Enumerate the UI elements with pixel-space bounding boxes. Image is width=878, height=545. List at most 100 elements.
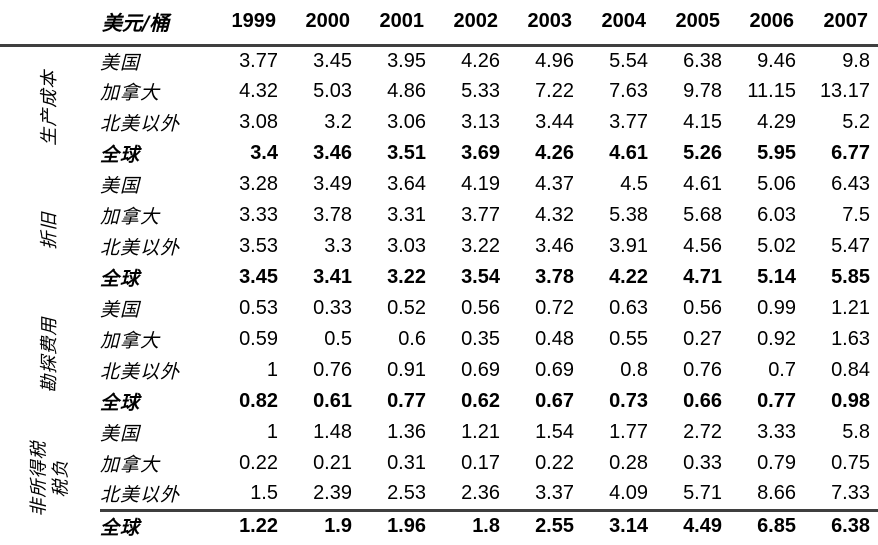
value-cell: 0.66: [683, 390, 722, 412]
value-cell: 5.54: [609, 49, 648, 72]
value-cell: 3.45: [313, 49, 352, 72]
value-cell: 3.95: [387, 49, 426, 72]
table-row: 全球 0.82 0.61 0.77 0.62 0.67 0.73 0.66 0.77 0.98: [0, 386, 878, 417]
table-row: 北美以外 3.53 3.3 3.03 3.22 3.46 3.91 4.56 5.02 5.47: [0, 231, 878, 262]
group-label-cell: 生产成本: [0, 45, 100, 169]
value-cell: 3.31: [387, 204, 426, 226]
value-cell: 0.63: [609, 297, 648, 319]
value-cell: 5.68: [683, 204, 722, 226]
table-row: 全球 3.4 3.46 3.51 3.69 4.26 4.61 5.26 5.95 6.77: [0, 138, 878, 169]
region-label: 美国: [100, 51, 141, 74]
value-cell: 5.03: [313, 80, 352, 102]
value-cell: 3.06: [387, 111, 426, 133]
value-cell: 5.06: [757, 173, 796, 195]
value-cell: 3.51: [387, 142, 426, 164]
value-cell: 4.29: [757, 111, 796, 133]
value-cell: 5.02: [757, 235, 796, 257]
value-cell: 5.71: [683, 482, 722, 505]
value-cell: 0.27: [683, 328, 722, 350]
value-cell: 2.53: [387, 482, 426, 505]
value-cell: 3.3: [324, 235, 352, 257]
value-cell: 3.69: [461, 142, 500, 164]
value-cell: 7.33: [831, 482, 870, 505]
value-cell: 3.46: [535, 235, 574, 257]
value-cell: 3.33: [757, 421, 796, 443]
region-label: 全球: [100, 268, 141, 290]
value-cell: 0.67: [535, 390, 574, 412]
table-row: 北美以外 1.5 2.39 2.53 2.36 3.37 4.09 5.71 8.66 7.33: [0, 479, 878, 510]
value-cell: 4.61: [683, 173, 722, 195]
value-cell: 6.85: [730, 508, 804, 541]
region-label: 美国: [100, 299, 141, 321]
value-cell: 1.8: [434, 508, 508, 541]
value-cell: 0.77: [757, 390, 796, 412]
value-cell: 6.43: [831, 173, 870, 195]
value-cell: 3.78: [535, 266, 574, 288]
value-cell: 3.77: [239, 49, 278, 72]
value-cell: 4.09: [609, 482, 648, 505]
group-label-cell: 非所得税 税负: [0, 417, 100, 541]
region-label: 北美以外: [100, 113, 181, 135]
group-label-cell: 勘探费用: [0, 293, 100, 417]
value-cell: 4.26: [461, 49, 500, 72]
value-cell: 0.28: [609, 452, 648, 474]
value-cell: 3.13: [461, 111, 500, 133]
table-row: 全球 3.45 3.41 3.22 3.54 3.78 4.22 4.71 5.14 5.85: [0, 262, 878, 293]
value-cell: 3.91: [609, 235, 648, 257]
value-cell: 3.03: [387, 235, 426, 257]
value-cell: 0.5: [324, 328, 352, 350]
value-cell: 6.77: [831, 142, 870, 164]
value-cell: 3.2: [324, 111, 352, 133]
table-row: 折旧 美国 3.28 3.49 3.64 4.19 4.37 4.5 4.61 5.06 6.43: [0, 169, 878, 250]
region-label: 加拿大: [100, 330, 161, 352]
value-cell: 3.53: [239, 235, 278, 257]
value-cell: 2.55: [508, 508, 582, 541]
value-cell: 4.86: [387, 80, 426, 102]
value-cell: 3.44: [535, 111, 574, 133]
value-cell: 0.73: [609, 390, 648, 412]
value-cell: 0.55: [609, 328, 648, 350]
value-cell: 5.33: [461, 80, 500, 102]
value-cell: 0.59: [239, 328, 278, 350]
table-row: 加拿大 3.33 3.78 3.31 3.77 4.32 5.38 5.68 6.03 7.5: [0, 200, 878, 231]
value-cell: 1: [266, 421, 278, 443]
value-cell: 3.37: [535, 482, 574, 505]
group-label: 折旧: [39, 212, 61, 250]
header-row: 美元/桶 1999 2000 2001 2002 2003 2004 2005 2006 200…: [0, 0, 878, 47]
value-cell: 4.61: [609, 142, 648, 164]
year-header: 2001: [360, 0, 434, 47]
year-header: 2007: [804, 0, 878, 47]
value-cell: 8.66: [757, 482, 796, 505]
value-cell: 0.76: [683, 359, 722, 381]
value-cell: 2.72: [683, 421, 722, 443]
value-cell: 4.71: [683, 266, 722, 288]
value-cell: 0.53: [239, 297, 278, 319]
value-cell: 3.41: [313, 266, 352, 288]
value-cell: 0.33: [683, 452, 722, 474]
region-label: 全球: [100, 508, 212, 541]
value-cell: 3.78: [313, 204, 352, 226]
value-cell: 0.72: [535, 297, 574, 319]
value-cell: 3.45: [239, 266, 278, 288]
table-row: 生产成本 美国 3.77 3.45 3.95 4.26 4.96 5.54 6.38 9.46 9.…: [0, 45, 878, 146]
value-cell: 5.95: [757, 142, 796, 164]
table-row: 加拿大 0.22 0.21 0.31 0.17 0.22 0.28 0.33 0.79 0.75: [0, 448, 878, 479]
value-cell: 9.78: [683, 80, 722, 102]
value-cell: 3.33: [239, 204, 278, 226]
value-cell: 0.91: [387, 359, 426, 381]
value-cell: 0.17: [461, 452, 500, 474]
value-cell: 5.38: [609, 204, 648, 226]
value-cell: 0.31: [387, 452, 426, 474]
value-cell: 1.77: [609, 421, 648, 443]
region-label: 全球: [100, 144, 141, 166]
table-row: 加拿大 4.32 5.03 4.86 5.33 7.22 7.63 9.78 11.15 13.1…: [0, 76, 878, 107]
value-cell: 7.63: [609, 80, 648, 102]
table-row: 加拿大 0.59 0.5 0.6 0.35 0.48 0.55 0.27 0.92 1.63: [0, 324, 878, 355]
table-body: 生产成本 美国 3.77 3.45 3.95 4.26 4.96 5.54 6.38 9.46 9.…: [0, 45, 878, 541]
value-cell: 0.35: [461, 328, 500, 350]
value-cell: 5.8: [842, 421, 870, 443]
value-cell: 0.7: [768, 359, 796, 381]
value-cell: 4.5: [620, 173, 648, 195]
value-cell: 5.2: [842, 111, 870, 133]
value-cell: 0.98: [831, 390, 870, 412]
